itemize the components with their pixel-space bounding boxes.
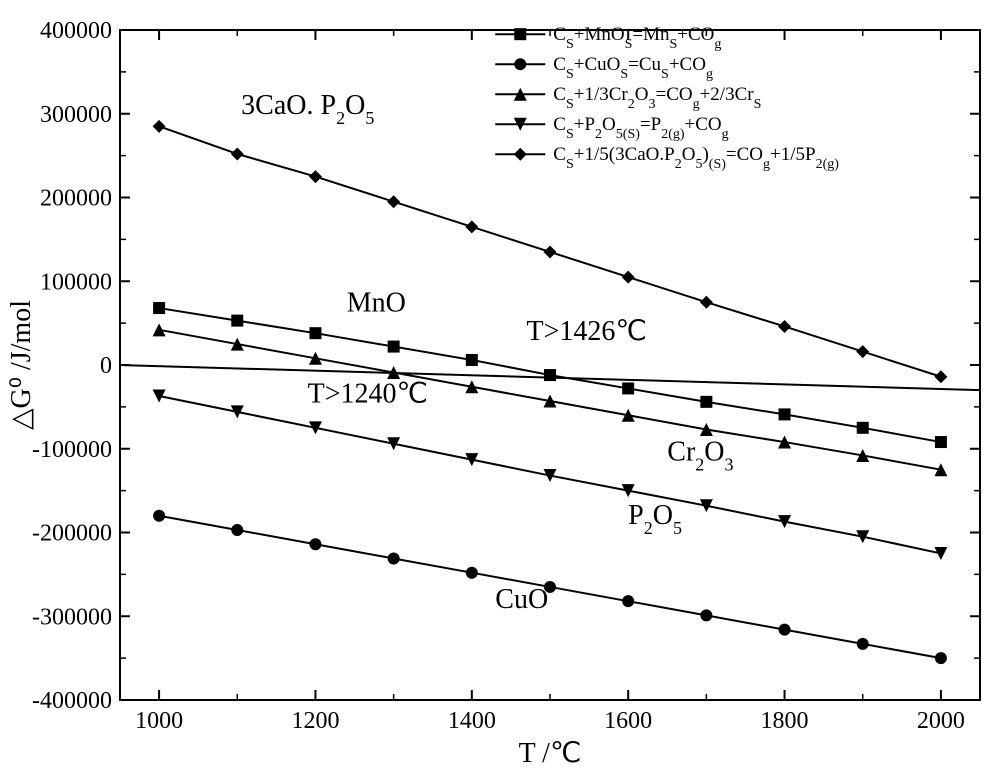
x-tick-label: 1600 [604, 708, 652, 734]
marker-MnO [935, 436, 947, 448]
x-tick-label: 2000 [917, 708, 965, 734]
x-tick-label: 1400 [448, 708, 496, 734]
marker-CuO [231, 524, 243, 536]
marker-MnO [544, 369, 556, 381]
marker-CuO [466, 567, 478, 579]
x-tick-label: 1200 [291, 708, 339, 734]
marker-MnO [309, 327, 321, 339]
y-tick-label: -100000 [32, 437, 112, 463]
marker-MnO [622, 382, 634, 394]
annotation-lbl-t1426: T>1426℃ [527, 316, 647, 347]
chart-svg: 1000 1200 1400 1600 1800 2000 T /℃ -400000 -3000… [0, 0, 1000, 776]
chart-container: 1000 1200 1400 1600 1800 2000 T /℃ -400000 -3000… [0, 0, 1000, 776]
y-tick-label: 300000 [40, 102, 112, 128]
legend-marker [514, 58, 526, 70]
marker-MnO [700, 396, 712, 408]
marker-MnO [153, 302, 165, 314]
marker-CuO [700, 609, 712, 621]
y-tick-label: 100000 [40, 269, 112, 295]
marker-MnO [231, 315, 243, 327]
marker-MnO [388, 341, 400, 353]
legend-marker [514, 28, 526, 40]
y-axis-label: △G⁰ /J/mol [6, 300, 37, 430]
x-tick-label: 1800 [761, 708, 809, 734]
marker-CuO [153, 510, 165, 522]
marker-CuO [309, 538, 321, 550]
marker-MnO [779, 408, 791, 420]
annotation-lbl-mno: MnO [347, 287, 406, 318]
x-tick-label: 1000 [135, 708, 183, 734]
y-tick-label: -200000 [32, 521, 112, 547]
marker-CuO [935, 652, 947, 664]
marker-MnO [857, 422, 869, 434]
marker-CuO [622, 595, 634, 607]
annotation-lbl-t1240: T>1240℃ [308, 379, 428, 410]
y-tick-label: 0 [100, 353, 112, 379]
marker-MnO [466, 354, 478, 366]
y-tick-label: -300000 [32, 604, 112, 630]
y-tick-label: 400000 [40, 18, 112, 44]
marker-CuO [388, 552, 400, 564]
marker-CuO [857, 638, 869, 650]
y-tick-label: -400000 [32, 688, 112, 714]
marker-CuO [779, 624, 791, 636]
y-tick-label: 200000 [40, 186, 112, 212]
x-axis-label: T /℃ [519, 738, 582, 769]
annotation-lbl-cuo: CuO [495, 584, 548, 615]
plot-area [120, 30, 980, 700]
